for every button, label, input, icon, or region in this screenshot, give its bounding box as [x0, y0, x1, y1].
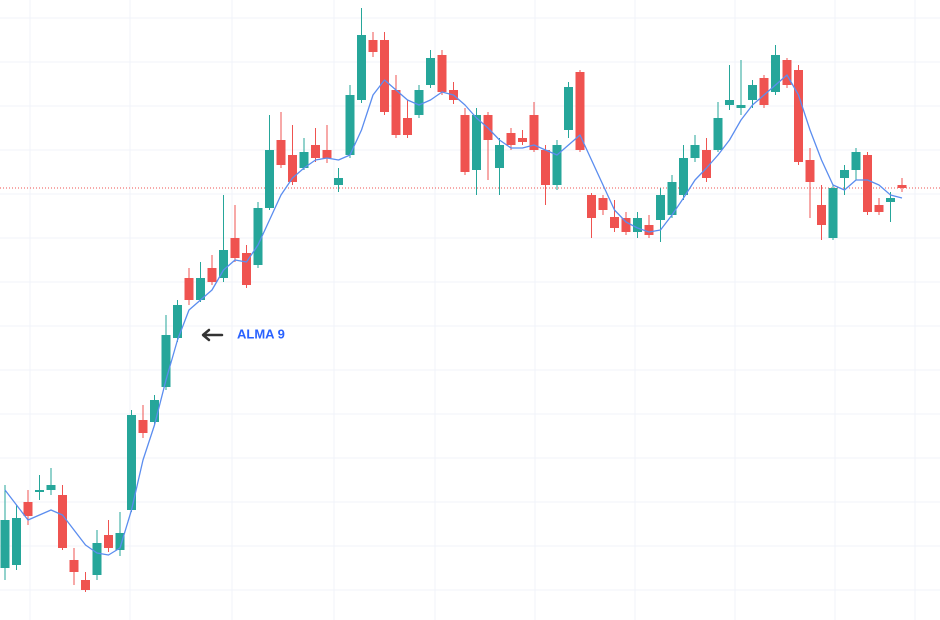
candle-body [759, 78, 769, 105]
candle-body [644, 225, 654, 235]
candle-body [127, 415, 136, 510]
candle-body [840, 170, 849, 178]
candle-body [725, 100, 734, 105]
candle-body [334, 178, 343, 185]
annotation-label: ALMA 9 [237, 326, 285, 341]
candle-body [564, 87, 573, 130]
candle-body [35, 490, 44, 492]
candle-body [219, 250, 228, 278]
candle-body [817, 205, 826, 225]
candle-body [679, 158, 688, 195]
candle-body [173, 305, 182, 338]
candle-body [299, 152, 309, 168]
candle-body [253, 208, 263, 265]
candle-body [138, 420, 148, 433]
candle-body [598, 198, 608, 210]
candle-body [311, 145, 320, 158]
candle-body [380, 40, 389, 112]
candle-body [610, 217, 619, 228]
candle-body [495, 145, 504, 168]
candle-body [242, 253, 251, 285]
candles [0, 8, 907, 592]
candle-body [667, 182, 677, 215]
candle-body [288, 155, 297, 182]
candle-body [357, 35, 366, 100]
candle-body [771, 55, 780, 92]
candle-body [104, 535, 113, 548]
annotation: ALMA 9 [201, 326, 285, 342]
candle-body [161, 335, 171, 387]
candle-body [886, 198, 895, 202]
candle-body [23, 502, 33, 516]
candle-body [92, 543, 102, 575]
candle-body [874, 205, 884, 212]
candle-body [575, 72, 585, 150]
candle-body [748, 85, 757, 100]
candle-body [414, 90, 424, 115]
candle-body [529, 115, 539, 150]
candle-body [150, 400, 159, 422]
annotation-arrow [201, 328, 224, 342]
candle-body [184, 278, 194, 300]
candle-body [426, 58, 435, 85]
candle-body [437, 55, 447, 92]
candle-body [782, 60, 792, 85]
candle-body [460, 115, 470, 172]
vertical-grid [29, 0, 916, 620]
candle-body [863, 155, 872, 212]
candle-body [276, 140, 286, 165]
candle-body [115, 533, 125, 550]
candle-body [552, 145, 562, 185]
candle-body [713, 118, 723, 150]
candle-body [196, 278, 205, 300]
candle-body [368, 40, 378, 52]
candle-body [0, 520, 10, 568]
candle-body [690, 145, 700, 158]
candle-body [805, 160, 815, 182]
candle-body [587, 195, 596, 218]
candle-body [81, 580, 90, 590]
candle-body [897, 185, 907, 188]
candle-body [472, 115, 481, 170]
candle-body [621, 218, 631, 232]
candle-body [265, 150, 274, 208]
candle-body [403, 118, 412, 135]
candle-body [506, 133, 516, 145]
candle-body [702, 150, 711, 178]
candle-body [828, 188, 838, 238]
candle-body [58, 495, 67, 548]
indicator-line [4, 74, 903, 556]
candle-body [207, 268, 217, 282]
candle-body [391, 90, 401, 135]
candle-body [518, 138, 527, 142]
candle-body [851, 152, 861, 170]
candle-body [12, 518, 21, 565]
candle-body [46, 485, 56, 490]
candle-body [69, 560, 79, 572]
candle-body [345, 95, 355, 155]
candle-body [541, 150, 550, 185]
candle-body [633, 218, 642, 232]
indicator [4, 74, 903, 556]
candle-body [322, 150, 332, 158]
candle-body [230, 238, 240, 258]
horizontal-grid [0, 17, 940, 591]
candle-body [794, 70, 803, 162]
candle-body [656, 195, 665, 220]
candle-body [736, 105, 746, 108]
